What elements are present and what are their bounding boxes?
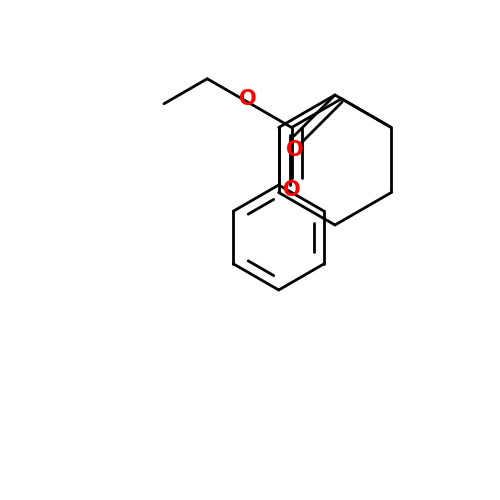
Text: O: O <box>286 140 303 160</box>
Text: O: O <box>240 89 257 109</box>
Text: O: O <box>283 180 300 200</box>
